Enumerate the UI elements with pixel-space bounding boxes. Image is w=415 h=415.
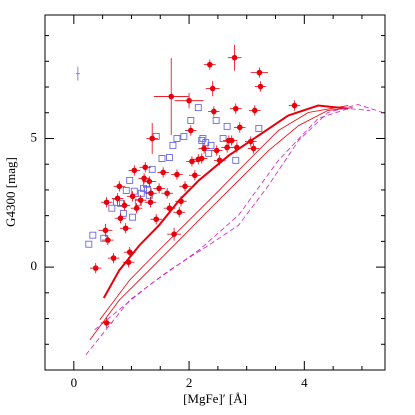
data-point <box>131 167 138 174</box>
data-point <box>153 216 160 223</box>
data-point <box>158 155 166 162</box>
data-point <box>228 137 235 144</box>
data-point <box>198 155 205 162</box>
data-point <box>85 240 93 248</box>
data-point <box>187 117 195 124</box>
data-point <box>105 237 111 243</box>
data-point <box>209 85 216 92</box>
data-point <box>116 183 123 190</box>
x-tick-label: 2 <box>186 375 193 390</box>
data-point <box>180 132 188 140</box>
model-line <box>99 105 349 321</box>
model-line <box>102 104 349 299</box>
data-point <box>114 195 121 202</box>
data-point <box>189 158 195 165</box>
data-point <box>129 213 137 221</box>
data-point <box>250 145 257 152</box>
data-point <box>187 127 194 134</box>
data-point <box>211 108 217 115</box>
model-line <box>94 108 371 331</box>
data-point <box>212 117 220 124</box>
data-point <box>126 249 133 255</box>
x-axis-label: [MgFe]′ [Å] <box>183 391 247 406</box>
data-point <box>219 135 227 142</box>
data-point <box>236 124 243 131</box>
data-point <box>133 205 140 211</box>
data-point <box>103 199 110 206</box>
data-point <box>224 144 230 151</box>
data-point <box>142 164 149 171</box>
data-point <box>201 145 207 152</box>
data-point <box>126 176 134 184</box>
data-point <box>257 83 264 90</box>
data-point <box>156 185 162 192</box>
data-point <box>213 147 220 154</box>
data-point <box>129 193 136 200</box>
data-point <box>148 190 154 197</box>
x-tick-label: 0 <box>71 375 78 390</box>
data-point <box>247 138 254 145</box>
data-point <box>166 205 173 211</box>
y-tick-label: 5 <box>31 129 38 144</box>
data-point <box>103 320 110 326</box>
data-point <box>173 135 181 142</box>
data-point <box>178 198 184 205</box>
model-line <box>89 107 353 341</box>
data-point <box>164 190 170 197</box>
data-point <box>205 149 213 157</box>
data-point <box>137 189 145 197</box>
x-tick-label: 4 <box>301 375 308 390</box>
data-point <box>256 69 263 76</box>
data-point <box>186 97 192 104</box>
data-point <box>89 231 97 239</box>
data-point <box>232 105 239 112</box>
data-point <box>223 122 231 130</box>
data-point <box>207 61 213 68</box>
data-point <box>216 157 223 164</box>
data-point <box>168 93 175 100</box>
data-point <box>182 183 188 190</box>
data-point <box>92 265 99 271</box>
data-point <box>234 144 240 151</box>
data-point <box>146 178 153 185</box>
data-point <box>149 135 155 142</box>
data-point <box>255 124 263 132</box>
data-point <box>119 209 127 217</box>
model-line <box>85 104 383 356</box>
data-point <box>108 204 116 212</box>
data-point <box>102 227 109 234</box>
data-point <box>125 259 132 266</box>
data-point <box>231 54 238 61</box>
data-point <box>166 154 173 161</box>
data-point <box>122 225 129 232</box>
data-point <box>148 165 156 173</box>
y-axis-label: G4300 [mag] <box>3 157 18 227</box>
data-point <box>121 202 128 209</box>
data-point <box>194 104 202 112</box>
data-point <box>251 107 258 114</box>
data-point <box>160 169 166 176</box>
data-point <box>147 199 154 206</box>
data-point <box>110 255 117 261</box>
data-point <box>141 175 147 182</box>
data-point <box>169 141 177 149</box>
y-tick-label: 0 <box>31 258 38 273</box>
data-point <box>122 186 130 194</box>
data-point <box>171 231 177 237</box>
data-point <box>176 209 183 216</box>
plot-frame <box>44 14 386 371</box>
data-point <box>291 102 298 109</box>
data-point <box>232 156 240 164</box>
data-point <box>207 141 215 149</box>
data-point <box>192 172 198 179</box>
data-point <box>174 171 180 178</box>
data-point <box>117 215 124 222</box>
data-point <box>198 137 206 144</box>
data-point <box>137 197 144 204</box>
